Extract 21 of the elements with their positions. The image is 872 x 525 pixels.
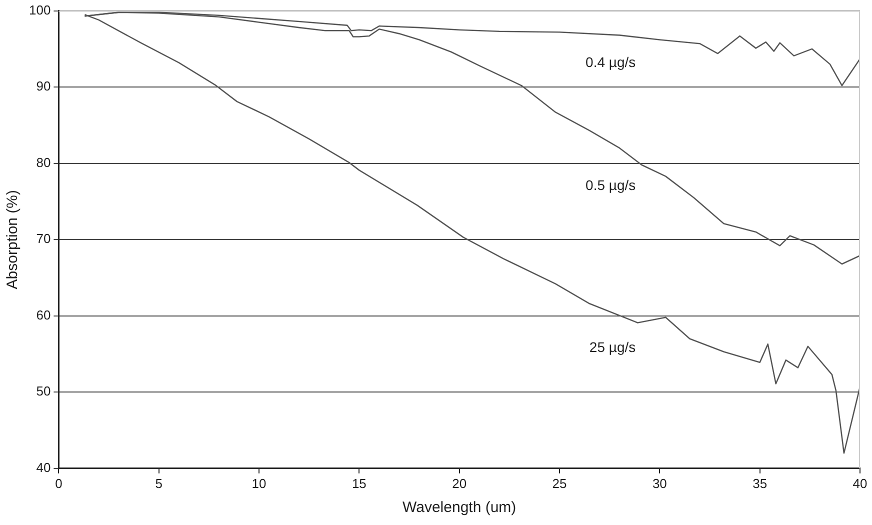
y-tick-label: 50 xyxy=(36,384,51,399)
y-tick-label: 80 xyxy=(36,154,51,170)
y-tick-label: 60 xyxy=(36,307,51,322)
y-axis-title: Absorption (%) xyxy=(4,190,22,290)
x-tick-label: 0 xyxy=(55,476,62,491)
series-label: 25 µg/s xyxy=(589,338,636,355)
y-tick-label: 100 xyxy=(28,2,51,18)
x-tick-label: 20 xyxy=(452,476,467,491)
series-label: 0.5 µg/s xyxy=(586,177,636,194)
x-tick-label: 10 xyxy=(252,476,266,491)
y-tick-label: 70 xyxy=(36,231,51,246)
y-tick-label: 90 xyxy=(36,78,51,94)
x-tick-label: 40 xyxy=(852,476,868,491)
series-label: 0.4 µg/s xyxy=(586,54,636,70)
x-tick-label: 25 xyxy=(552,476,567,491)
x-axis-title: Wavelength (um) xyxy=(402,499,516,516)
y-tick-label: 40 xyxy=(36,460,51,475)
x-tick-label: 15 xyxy=(352,476,366,491)
x-tick-label: 35 xyxy=(752,476,768,491)
x-tick-label: 30 xyxy=(652,476,667,491)
x-tick-label: 5 xyxy=(155,476,162,491)
